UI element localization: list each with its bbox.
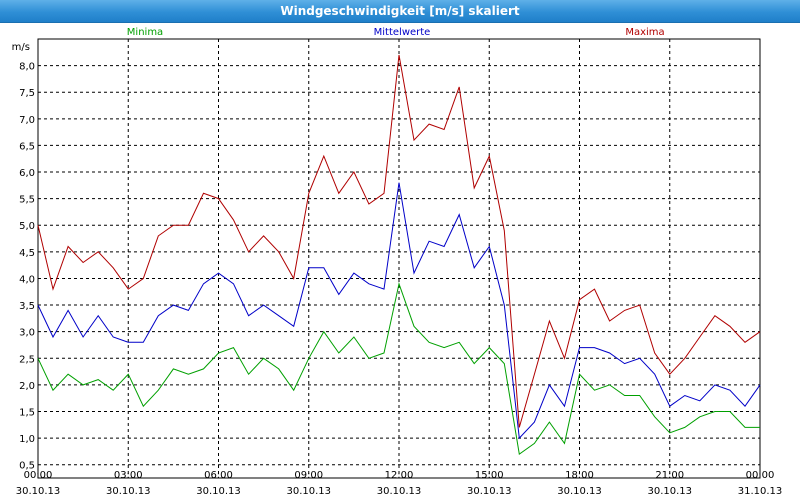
y-tick-label: 6,5	[19, 141, 35, 152]
y-tick-label: 8,0	[19, 62, 35, 73]
legend-item-minima: Minima	[127, 27, 163, 38]
y-tick-label: 2,5	[19, 354, 35, 365]
x-tick-time: 21:00	[655, 470, 684, 481]
y-tick-label: 4,5	[19, 248, 35, 259]
x-tick-date: 30.10.13	[647, 486, 692, 497]
y-tick-label: 5,5	[19, 195, 35, 206]
x-tick-date: 30.10.13	[377, 486, 422, 497]
y-tick-label: 7,0	[19, 115, 35, 126]
y-tick-label: 2,0	[19, 381, 35, 392]
x-tick-date: 30.10.13	[467, 486, 512, 497]
x-tick-date: 30.10.13	[557, 486, 602, 497]
wind-speed-chart: 0,5 1,0 1,5 2,0 2,5 3,0 3,5 4,0 4,5 5,0 5,5 6,0 6,5 7…	[12, 27, 783, 497]
y-tick-label: 1,5	[19, 407, 35, 418]
legend-item-maxima: Maxima	[625, 27, 664, 38]
x-tick-date: 30.10.13	[196, 486, 241, 497]
series-line-minima	[37, 281, 760, 455]
y-tick-label: 5,0	[19, 221, 35, 232]
y-axis-label: m/s	[12, 42, 30, 53]
x-tick-time: 00:00	[746, 470, 775, 481]
y-tick-label: 0,5	[19, 461, 35, 472]
x-tick-time: 15:00	[475, 470, 504, 481]
series-line-mittelwerte	[37, 182, 761, 440]
x-tick-time: 03:00	[114, 470, 143, 481]
y-axis-ticks: 0,5 1,0 1,5 2,0 2,5 3,0 3,5 4,0 4,5 5,0 5,5 6,0 6,5 7…	[19, 62, 35, 472]
y-tick-label: 6,0	[19, 168, 35, 179]
x-tick-date: 30.10.13	[16, 486, 61, 497]
y-tick-label: 1,0	[19, 434, 35, 445]
series-line-maxima	[37, 54, 761, 428]
x-tick-date: 31.10.13	[738, 486, 783, 497]
x-tick-time: 12:00	[385, 470, 414, 481]
x-tick-time: 06:00	[204, 470, 233, 481]
window-title: Windgeschwindigkeit [m/s] skaliert	[0, 0, 800, 23]
y-tick-label: 3,0	[19, 328, 35, 339]
legend-item-mittelwerte: Mittelwerte	[374, 27, 431, 38]
legend: Minima Mittelwerte Maxima	[127, 27, 665, 38]
x-tick-time: 09:00	[294, 470, 323, 481]
x-tick-date: 30.10.13	[106, 486, 151, 497]
x-tick-date: 30.10.13	[286, 486, 331, 497]
series-lines	[37, 54, 761, 455]
x-tick-time: 18:00	[565, 470, 594, 481]
y-tick-label: 4,0	[19, 274, 35, 285]
y-tick-label: 3,5	[19, 301, 35, 312]
x-tick-time: 00:00	[24, 470, 53, 481]
x-axis-ticks: 00:00 30.10.13 03:00 30.10.13 06:00 30.10.13 0…	[16, 470, 783, 497]
y-tick-label: 7,5	[19, 88, 35, 99]
